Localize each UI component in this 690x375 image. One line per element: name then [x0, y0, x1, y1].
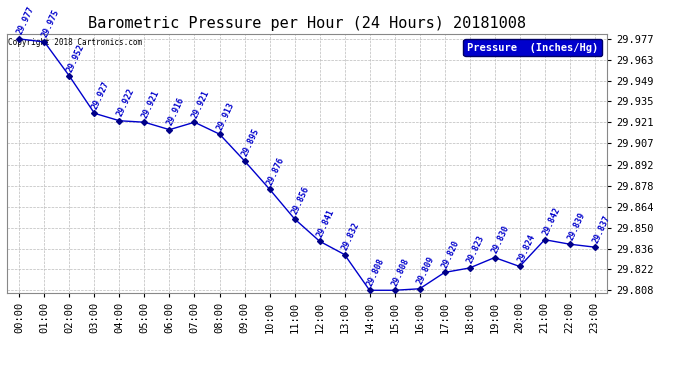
Text: 29.808: 29.808	[391, 256, 411, 288]
Text: 29.952: 29.952	[66, 42, 86, 74]
Text: 29.841: 29.841	[315, 207, 337, 238]
Text: 29.927: 29.927	[90, 80, 111, 111]
Text: 29.842: 29.842	[541, 206, 562, 237]
Text: 29.808: 29.808	[366, 256, 386, 288]
Text: Copyright 2018 Cartronics.com: Copyright 2018 Cartronics.com	[8, 38, 142, 46]
Text: 29.895: 29.895	[241, 127, 262, 158]
Text: 29.856: 29.856	[290, 185, 311, 216]
Text: 29.921: 29.921	[141, 88, 161, 120]
Text: 29.823: 29.823	[466, 234, 486, 265]
Text: 29.832: 29.832	[341, 221, 362, 252]
Text: 29.922: 29.922	[115, 87, 137, 118]
Legend: Pressure  (Inches/Hg): Pressure (Inches/Hg)	[464, 39, 602, 56]
Text: 29.921: 29.921	[190, 88, 211, 120]
Text: 29.830: 29.830	[491, 224, 511, 255]
Text: 29.916: 29.916	[166, 96, 186, 127]
Text: 29.837: 29.837	[591, 213, 611, 244]
Text: 29.824: 29.824	[515, 233, 537, 264]
Title: Barometric Pressure per Hour (24 Hours) 20181008: Barometric Pressure per Hour (24 Hours) …	[88, 16, 526, 31]
Text: 29.913: 29.913	[215, 100, 237, 131]
Text: 29.820: 29.820	[441, 238, 462, 270]
Text: 29.839: 29.839	[566, 210, 586, 242]
Text: 29.876: 29.876	[266, 155, 286, 186]
Text: 29.809: 29.809	[415, 255, 437, 286]
Text: 29.977: 29.977	[15, 5, 37, 36]
Text: 29.975: 29.975	[41, 8, 61, 39]
